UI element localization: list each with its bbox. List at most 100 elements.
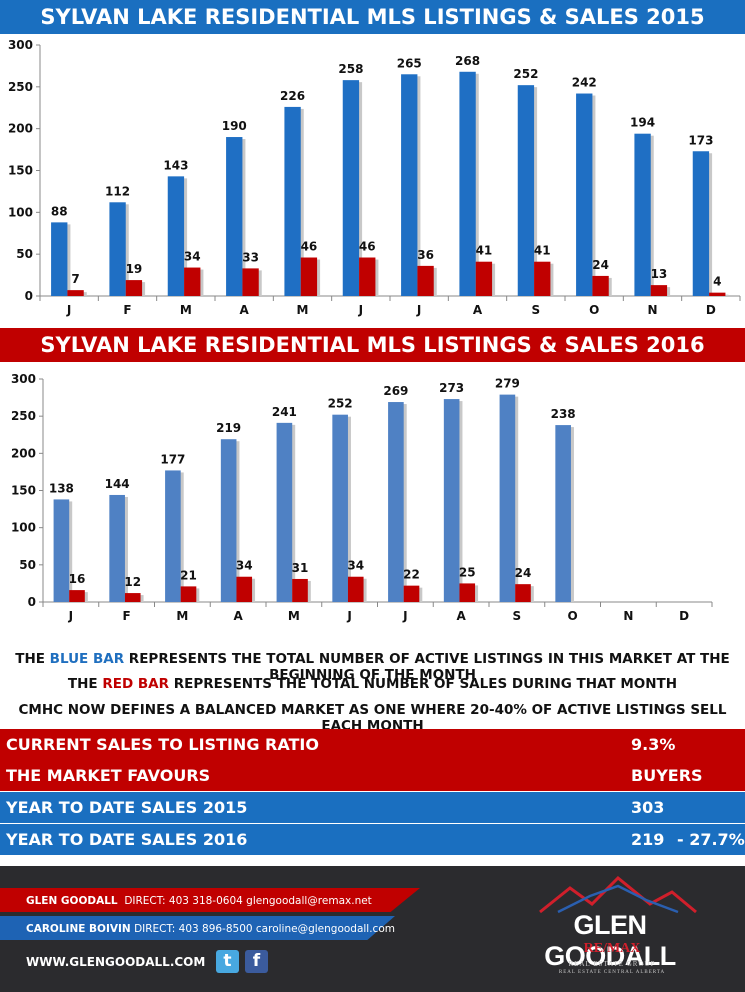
y-tick-label: 300 (8, 38, 33, 52)
listings-data-label: 241 (272, 405, 297, 419)
listings-data-label: 177 (160, 452, 185, 466)
sales-bar (417, 265, 434, 296)
listings-data-label: 258 (338, 62, 363, 76)
listings-bar (388, 402, 404, 602)
sales-bar (236, 576, 253, 602)
logo-group: REAL ESTATE GROUP (568, 960, 656, 968)
listings-bar (165, 470, 181, 602)
y-tick-label: 0 (25, 289, 33, 303)
listings-bar (51, 222, 68, 296)
y-tick-label: 50 (16, 247, 33, 261)
listings-data-label: 143 (163, 158, 188, 172)
sales-bar (475, 261, 493, 296)
footer-stripe-blue (0, 916, 395, 940)
x-tick-label: J (66, 303, 71, 317)
x-tick-label: S (513, 609, 522, 623)
x-tick-label: J (358, 303, 363, 317)
logo-name: GLEN GOODALL (544, 910, 676, 971)
y-tick-label: 200 (11, 446, 36, 460)
sales-bar (515, 584, 531, 602)
x-tick-label: A (233, 609, 243, 623)
listings-bar (109, 202, 126, 296)
sales-bar (300, 257, 318, 296)
listings-data-label: 268 (455, 54, 480, 68)
listings-bar (342, 80, 360, 296)
sales-data-label: 22 (403, 568, 420, 582)
listings-bar (634, 133, 651, 296)
remax-logo: GLEN GOODALL RE/MAX REAL ESTATE GROUP RE… (500, 874, 710, 984)
listings-bar (576, 93, 593, 296)
legend-blue-bar: THE BLUE BAR REPRESENTS THE TOTAL NUMBER… (0, 651, 745, 683)
listings-data-label: 226 (280, 89, 305, 103)
stat-change: - 27.7% (677, 830, 745, 849)
listings-bar (53, 499, 70, 602)
stat-row-ytd-2016: YEAR TO DATE SALES 2016 219 - 27.7% (0, 824, 745, 855)
x-tick-label: F (123, 303, 131, 317)
listings-data-label: 252 (513, 67, 538, 81)
x-tick-label: D (679, 609, 689, 623)
listings-data-label: 194 (630, 116, 655, 130)
x-tick-label: J (416, 303, 421, 317)
legend-text: THE (15, 651, 50, 667)
sales-data-label: 21 (180, 568, 197, 582)
y-tick-label: 100 (8, 205, 33, 219)
listings-data-label: 173 (688, 133, 713, 147)
listings-bar (692, 151, 710, 296)
x-tick-label: N (623, 609, 633, 623)
x-tick-label: A (240, 303, 250, 317)
sales-data-label: 34 (236, 559, 253, 573)
contact-detail: DIRECT: 403 896-8500 caroline@glengoodal… (134, 923, 395, 935)
chart-2016-title: SYLVAN LAKE RESIDENTIAL MLS LISTINGS & S… (0, 328, 745, 362)
sales-data-label: 34 (347, 559, 364, 573)
sales-bar (67, 290, 84, 296)
y-tick-label: 200 (8, 122, 33, 136)
sales-data-label: 36 (417, 248, 434, 262)
listings-bar (276, 422, 293, 602)
stat-value: 219 (631, 830, 665, 849)
stat-row-market: THE MARKET FAVOURS BUYERS (0, 760, 745, 791)
y-tick-label: 150 (11, 484, 36, 498)
legend-text: REPRESENTS THE TOTAL NUMBER OF SALES DUR… (169, 676, 678, 692)
contact-caroline: CAROLINE BOIVIN DIRECT: 403 896-8500 car… (26, 923, 395, 935)
sales-data-label: 12 (124, 575, 141, 589)
stat-row-ytd-2015: YEAR TO DATE SALES 2015 303 (0, 792, 745, 823)
twitter-icon[interactable]: t (216, 950, 239, 973)
x-tick-label: A (456, 609, 466, 623)
logo-region: REAL ESTATE CENTRAL ALBERTA (558, 970, 666, 975)
sales-bar (184, 267, 201, 296)
sales-data-label: 13 (651, 267, 668, 281)
website-link[interactable]: WWW.GLENGOODALL.COM (26, 955, 206, 969)
contact-detail: DIRECT: 403 318-0604 glengoodall@remax.n… (124, 895, 372, 907)
listings-data-label: 190 (222, 119, 247, 133)
listings-bar (517, 85, 535, 296)
sales-bar (592, 275, 609, 296)
x-tick-label: M (288, 609, 300, 623)
sales-bar (359, 257, 376, 296)
sales-data-label: 7 (71, 272, 79, 286)
sales-bar (180, 586, 197, 602)
y-tick-label: 250 (8, 80, 33, 94)
sales-bar (650, 285, 668, 296)
facebook-icon[interactable]: f (245, 950, 268, 973)
listings-data-label: 252 (328, 397, 353, 411)
stat-label: YEAR TO DATE SALES 2015 (6, 798, 248, 817)
contact-name: GLEN GOODALL (26, 895, 118, 907)
stat-label: CURRENT SALES TO LISTING RATIO (6, 735, 319, 754)
listings-bar (109, 494, 125, 602)
chart-2016: 0 50 100 150 200 250 300 J F M A M J J A S O N D 138 144 177 2… (11, 372, 713, 623)
sales-data-label: 25 (459, 565, 476, 579)
y-tick-label: 0 (28, 595, 36, 609)
listings-bar (499, 394, 516, 602)
x-tick-label: N (647, 303, 657, 317)
logo-brand: RE/MAX (583, 941, 641, 956)
sales-bar (459, 583, 476, 602)
listings-data-label: 88 (51, 204, 68, 218)
stat-label: THE MARKET FAVOURS (6, 766, 211, 785)
listings-bar (226, 137, 243, 296)
x-tick-label: M (297, 303, 309, 317)
stat-value: BUYERS (631, 766, 703, 785)
listings-data-label: 112 (105, 184, 130, 198)
stat-label: YEAR TO DATE SALES 2016 (6, 830, 248, 849)
x-tick-label: J (346, 609, 351, 623)
sales-bar (124, 593, 141, 602)
